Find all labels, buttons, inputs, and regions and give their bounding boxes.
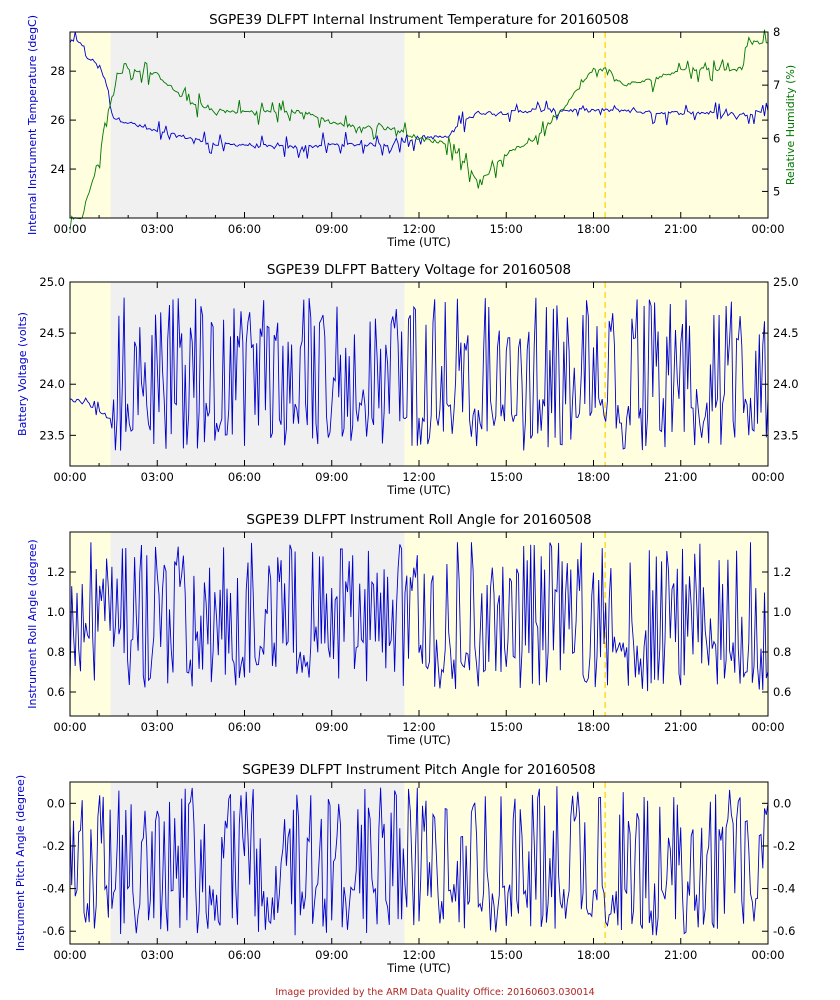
x-tick-label: 00:00 (53, 948, 86, 962)
chart-panels: SGPE39 DLFPT Internal Instrument Tempera… (14, 12, 799, 975)
x-tick-label: 21:00 (664, 470, 697, 484)
x-tick-label: 00:00 (751, 948, 784, 962)
y-tick-label: 24 (50, 162, 65, 176)
x-tick-label: 03:00 (141, 948, 174, 962)
night-shading (110, 32, 405, 218)
chart-title: SGPE39 DLFPT Instrument Roll Angle for 2… (246, 512, 591, 528)
y-axis-title: Internal Instrument Temperature (degC) (26, 15, 39, 235)
y-tick-label-right: 24.5 (773, 326, 799, 340)
y-tick-label-right: 23.5 (773, 428, 799, 442)
x-tick-label: 12:00 (402, 470, 435, 484)
y-tick-label: 0.8 (47, 645, 65, 659)
y-tick-label: 28 (50, 64, 65, 78)
y-axis-title: Instrument Pitch Angle (degree) (14, 775, 27, 951)
y-tick-label: 1.0 (47, 605, 65, 619)
y-tick-label: -0.6 (43, 924, 65, 938)
x-tick-label: 09:00 (315, 222, 348, 236)
y-tick-label: -0.4 (43, 882, 65, 896)
x-tick-label: 12:00 (402, 720, 435, 734)
chart-title: SGPE39 DLFPT Instrument Pitch Angle for … (242, 762, 596, 778)
x-axis-title: Time (UTC) (386, 235, 451, 249)
x-tick-label: 09:00 (315, 470, 348, 484)
x-tick-label: 03:00 (141, 470, 174, 484)
y2-axis-title: Relative Humidity (%) (784, 65, 797, 185)
y-tick-label-right: 1.0 (773, 605, 791, 619)
y-tick-label-right: -0.2 (773, 839, 795, 853)
y2-tick-label: 8 (773, 25, 780, 39)
y-tick-label-right: -0.4 (773, 882, 795, 896)
x-tick-label: 06:00 (228, 222, 261, 236)
chart-title: SGPE39 DLFPT Battery Voltage for 2016050… (267, 262, 571, 278)
y-tick-label: -0.2 (43, 839, 65, 853)
x-tick-label: 21:00 (664, 948, 697, 962)
series-line-internal-instrument-temperature (69, 31, 769, 159)
x-tick-label: 06:00 (228, 948, 261, 962)
y-tick-label: 24.5 (39, 326, 65, 340)
y-tick-label: 26 (50, 113, 65, 127)
x-tick-label: 00:00 (53, 720, 86, 734)
footer-credit: Image provided by the ARM Data Quality O… (275, 987, 594, 998)
x-tick-label: 09:00 (315, 720, 348, 734)
x-tick-label: 00:00 (751, 470, 784, 484)
x-axis-title: Time (UTC) (386, 483, 451, 497)
x-tick-label: 15:00 (490, 470, 523, 484)
y-tick-label-right: 0.0 (773, 796, 791, 810)
y-tick-label: 24.0 (39, 377, 65, 391)
x-tick-label: 00:00 (53, 222, 86, 236)
y2-tick-label: 6 (773, 131, 780, 145)
x-tick-label: 06:00 (228, 720, 261, 734)
chart-panel-4: SGPE39 DLFPT Instrument Pitch Angle for … (14, 762, 795, 975)
y-tick-label: 25.0 (39, 275, 65, 289)
y2-tick-label: 5 (773, 184, 780, 198)
x-axis-title: Time (UTC) (386, 733, 451, 747)
x-tick-label: 00:00 (751, 222, 784, 236)
y-tick-label-right: 24.0 (773, 377, 799, 391)
night-shading (110, 532, 405, 716)
y-tick-label-right: 0.8 (773, 645, 791, 659)
y-tick-label: 23.5 (39, 428, 65, 442)
x-tick-label: 06:00 (228, 470, 261, 484)
x-tick-label: 12:00 (402, 948, 435, 962)
y-tick-label: 0.0 (47, 796, 65, 810)
x-tick-label: 09:00 (315, 948, 348, 962)
x-tick-label: 00:00 (53, 470, 86, 484)
y-tick-label-right: 1.2 (773, 565, 791, 579)
y-tick-label-right: -0.6 (773, 924, 795, 938)
x-tick-label: 12:00 (402, 222, 435, 236)
x-tick-label: 03:00 (141, 222, 174, 236)
x-tick-label: 15:00 (490, 720, 523, 734)
chart-panel-1: SGPE39 DLFPT Internal Instrument Tempera… (26, 12, 797, 249)
y-tick-label: 0.6 (47, 685, 65, 699)
y-tick-label-right: 25.0 (773, 275, 799, 289)
x-tick-label: 15:00 (490, 222, 523, 236)
series-line-instrument-pitch-angle (69, 786, 769, 936)
y-axis-title: Battery Voltage (volts) (16, 312, 29, 436)
x-tick-label: 03:00 (141, 720, 174, 734)
chart-title: SGPE39 DLFPT Internal Instrument Tempera… (209, 12, 629, 28)
x-tick-label: 21:00 (664, 222, 697, 236)
x-tick-label: 21:00 (664, 720, 697, 734)
series-line-battery-voltage (69, 297, 769, 451)
x-axis-title: Time (UTC) (386, 961, 451, 975)
x-tick-label: 00:00 (751, 720, 784, 734)
chart-panel-2: SGPE39 DLFPT Battery Voltage for 2016050… (16, 262, 799, 497)
y2-tick-label: 7 (773, 78, 780, 92)
x-tick-label: 18:00 (577, 222, 610, 236)
x-tick-label: 15:00 (490, 948, 523, 962)
y-tick-label-right: 0.6 (773, 685, 791, 699)
chart-panel-3: SGPE39 DLFPT Instrument Roll Angle for 2… (26, 512, 791, 747)
x-tick-label: 18:00 (577, 948, 610, 962)
series-line-instrument-roll-angle (69, 542, 769, 692)
x-tick-label: 18:00 (577, 720, 610, 734)
series-line-relative-humidity (69, 29, 768, 231)
y-axis-title: Instrument Roll Angle (degree) (26, 539, 39, 708)
y-tick-label: 1.2 (47, 565, 65, 579)
x-tick-label: 18:00 (577, 470, 610, 484)
